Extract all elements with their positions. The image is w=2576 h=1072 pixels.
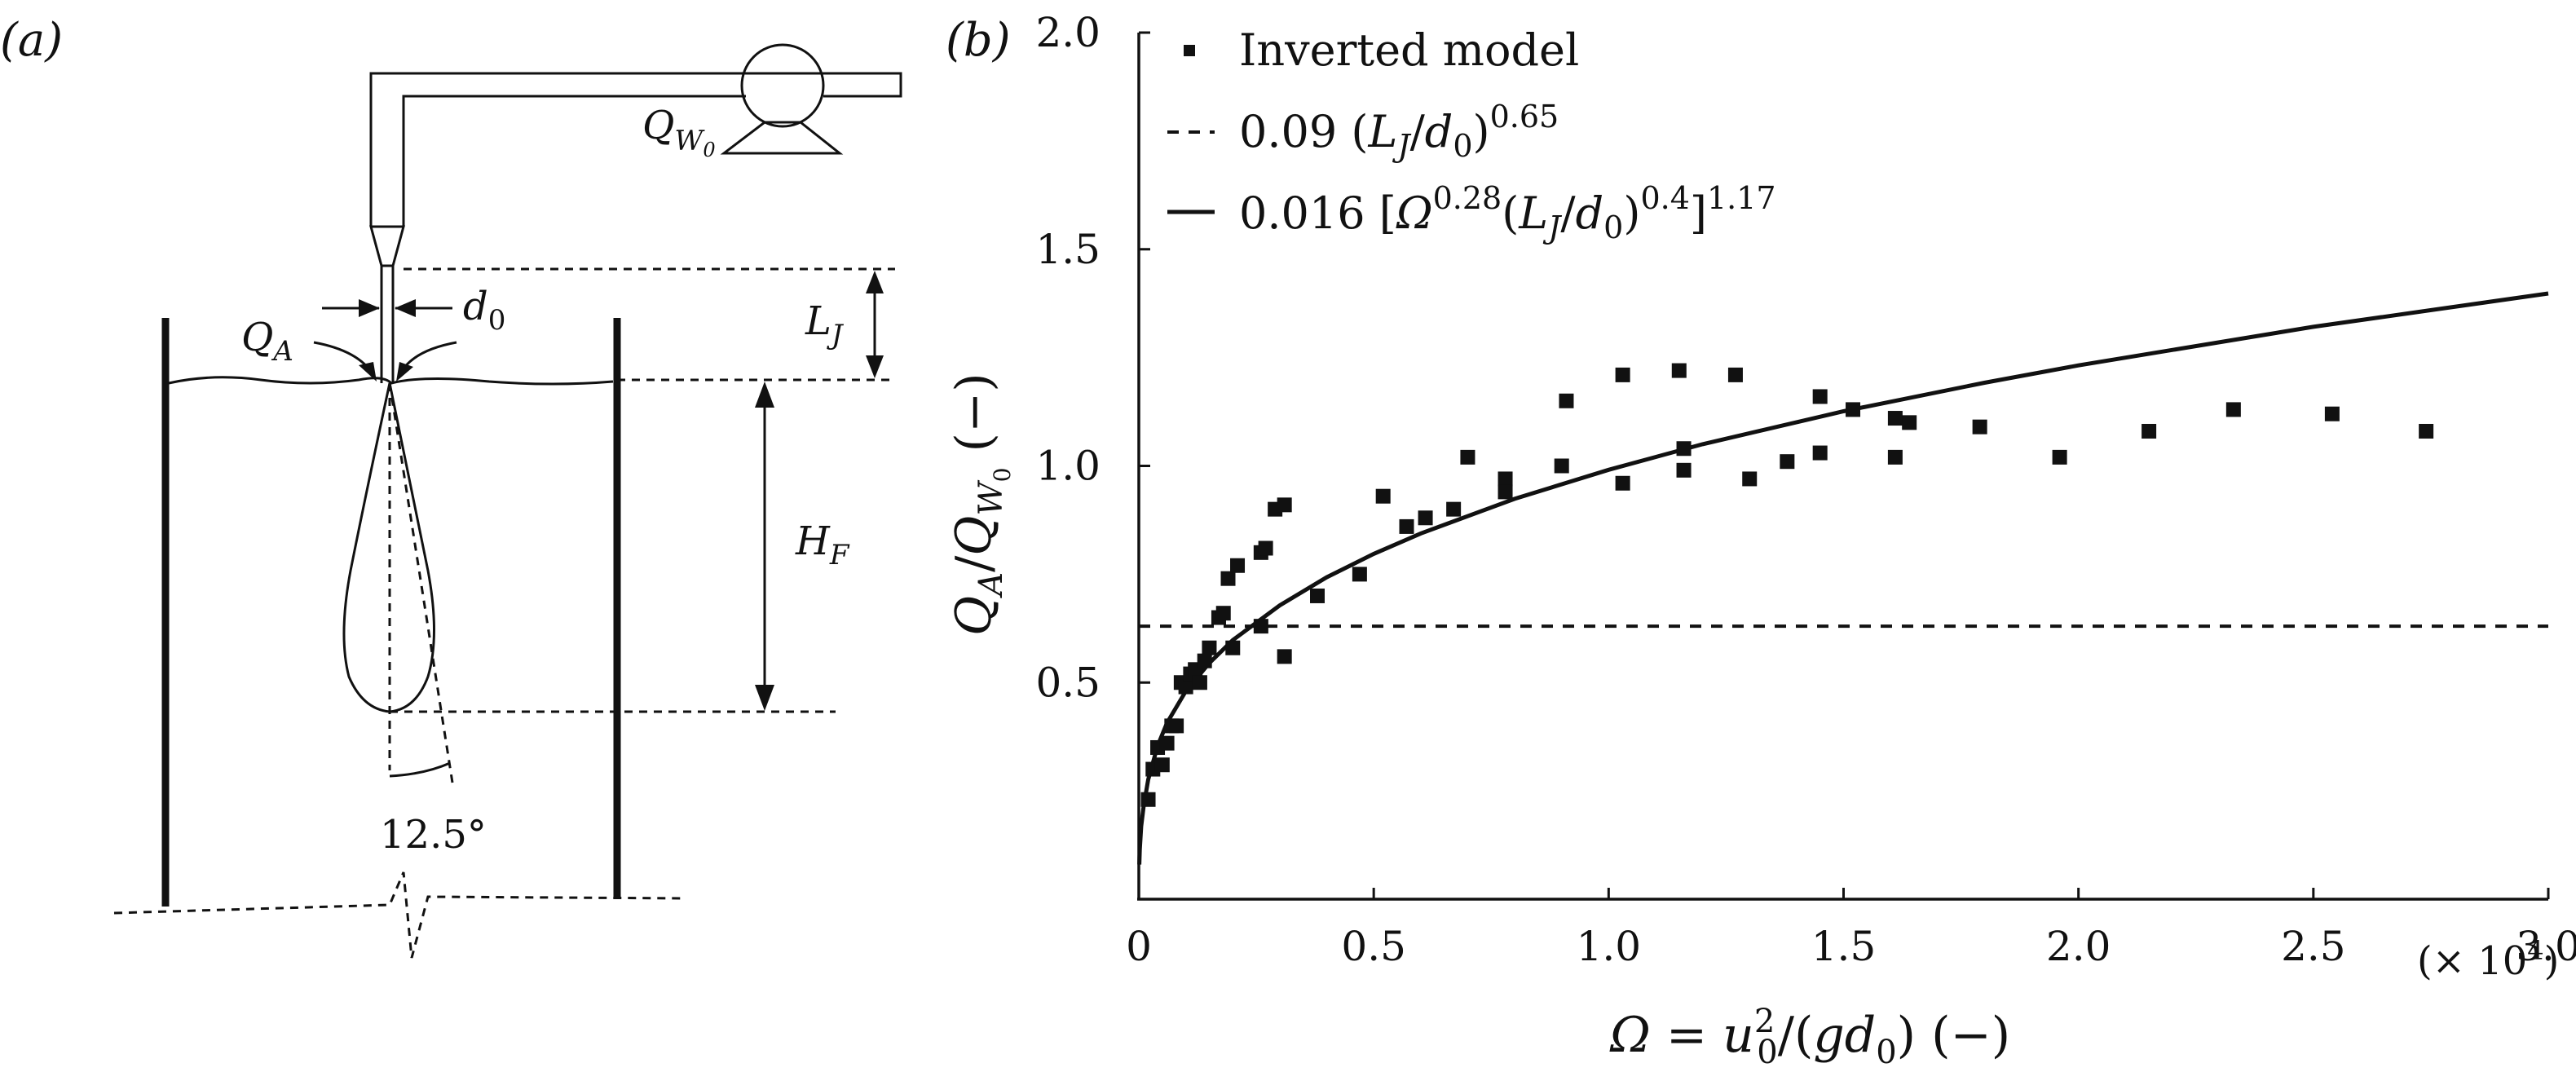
data-point xyxy=(1277,497,1292,513)
y-tick-label: 0.5 xyxy=(1035,659,1101,706)
data-point xyxy=(1676,462,1692,478)
lj-arrow-bottom xyxy=(866,355,884,378)
spread-angle-arc xyxy=(389,761,451,778)
data-point xyxy=(1399,518,1414,534)
y-axis-title: QA/QW0 (−) xyxy=(946,373,1016,636)
solid-model-curve xyxy=(1137,291,2549,865)
legend: Inverted model 0.09 (LJ/d0)0.65 0.016 [Ω… xyxy=(1167,24,1776,245)
data-point xyxy=(1846,402,1861,417)
free-surface xyxy=(168,376,614,386)
legend-dashed-label: 0.09 (LJ/d0)0.65 xyxy=(1239,99,1559,164)
data-point xyxy=(1972,419,1987,435)
nozzle xyxy=(369,225,405,267)
supply-pipe xyxy=(369,72,902,227)
data-point xyxy=(1780,454,1795,470)
nozzle-diameter-label: d0 xyxy=(463,284,505,337)
panel-b-chart: (b) 0 0.5 1.0 1.5 2.0 2.5 3.0 0.5 1.0 1.5 2.0 (× … xyxy=(946,9,2576,1071)
data-point xyxy=(1310,588,1325,603)
pump-flow-label: QW0 xyxy=(642,103,716,161)
panel-b-label: (b) xyxy=(946,14,1011,67)
x-tick-label: 0.5 xyxy=(1341,923,1406,970)
y-axis-ticks: 0.5 1.0 1.5 2.0 xyxy=(1035,9,1150,706)
panel-a-label: (a) xyxy=(0,14,63,67)
legend-markers-label: Inverted model xyxy=(1239,24,1579,76)
legend-marker-swatch xyxy=(1184,45,1195,56)
x-axis-ticks: 0 0.5 1.0 1.5 2.0 2.5 3.0 xyxy=(1126,888,2576,970)
y-tick-label: 1.0 xyxy=(1035,443,1101,490)
data-point xyxy=(1498,484,1513,500)
jet-length-label: LJ xyxy=(805,298,845,351)
data-point xyxy=(1554,458,1569,474)
panel-a-schematic: (a) QW0 d0 QA 12.5° xyxy=(0,14,902,959)
data-point xyxy=(2419,423,2434,439)
data-point xyxy=(1676,441,1692,457)
data-point xyxy=(1742,471,1758,487)
entrained-air-label: QA xyxy=(241,315,293,368)
data-point xyxy=(1230,558,1246,573)
x-tick-label: 2.5 xyxy=(2281,923,2346,970)
data-point xyxy=(1812,445,1828,461)
hf-arrow-bottom xyxy=(755,685,774,711)
y-tick-label: 1.5 xyxy=(1035,226,1101,273)
inverted-model-markers xyxy=(1140,363,2434,807)
data-point xyxy=(1215,606,1231,621)
spread-angle-label: 12.5° xyxy=(380,812,487,858)
legend-solid-label: 0.016 [Ω0.28(LJ/d0)0.4]1.17 xyxy=(1239,180,1776,245)
data-point xyxy=(1418,510,1433,526)
y-tick-label: 2.0 xyxy=(1035,9,1101,56)
x-multiplier: (× 104) xyxy=(2417,935,2559,984)
x-axis-title: Ω = u2 0/(gd0) (−) xyxy=(1609,1003,2010,1071)
tank-bottom-break xyxy=(113,871,686,959)
data-point xyxy=(1615,475,1630,491)
data-point xyxy=(2324,406,2340,421)
x-tick-label: 0 xyxy=(1126,923,1152,970)
data-point xyxy=(1197,653,1212,668)
data-point xyxy=(2142,423,2157,439)
data-point xyxy=(1446,501,1462,517)
x-tick-label: 1.5 xyxy=(1811,923,1877,970)
d0-arrow-right xyxy=(395,299,416,317)
x-tick-label: 3.0 xyxy=(2516,923,2576,970)
x-tick-label: 1.0 xyxy=(1577,923,1642,970)
data-point xyxy=(1887,449,1903,465)
pump-icon xyxy=(740,43,825,128)
data-point xyxy=(1192,675,1207,690)
data-point xyxy=(1812,389,1828,404)
data-point xyxy=(1178,679,1193,695)
data-point xyxy=(1154,757,1170,773)
data-point xyxy=(1460,449,1475,465)
x-tick-label: 2.0 xyxy=(2046,923,2111,970)
data-point xyxy=(1671,363,1687,378)
penetration-depth-label: HF xyxy=(795,518,850,571)
data-point xyxy=(1202,640,1217,655)
data-point xyxy=(1277,649,1292,664)
data-point xyxy=(1727,367,1743,382)
d0-arrow-left xyxy=(359,299,380,317)
data-point xyxy=(2225,402,2241,417)
data-point xyxy=(1220,571,1236,586)
data-point xyxy=(1253,619,1268,634)
data-point xyxy=(1258,540,1273,556)
data-point xyxy=(1140,792,1156,807)
data-point xyxy=(1159,735,1175,751)
data-point xyxy=(1169,718,1184,734)
data-point xyxy=(1902,415,1917,430)
data-point xyxy=(1615,367,1630,382)
pump-base xyxy=(720,121,844,155)
data-point xyxy=(1887,411,1903,426)
data-point xyxy=(1352,567,1367,582)
data-point xyxy=(1375,488,1391,504)
data-point xyxy=(1559,393,1574,408)
data-point xyxy=(2052,449,2067,465)
data-point xyxy=(1225,640,1241,655)
hf-arrow-top xyxy=(755,382,774,408)
data-point xyxy=(1498,471,1513,487)
lj-arrow-top xyxy=(866,271,884,293)
solid-series-line xyxy=(1137,291,2549,865)
